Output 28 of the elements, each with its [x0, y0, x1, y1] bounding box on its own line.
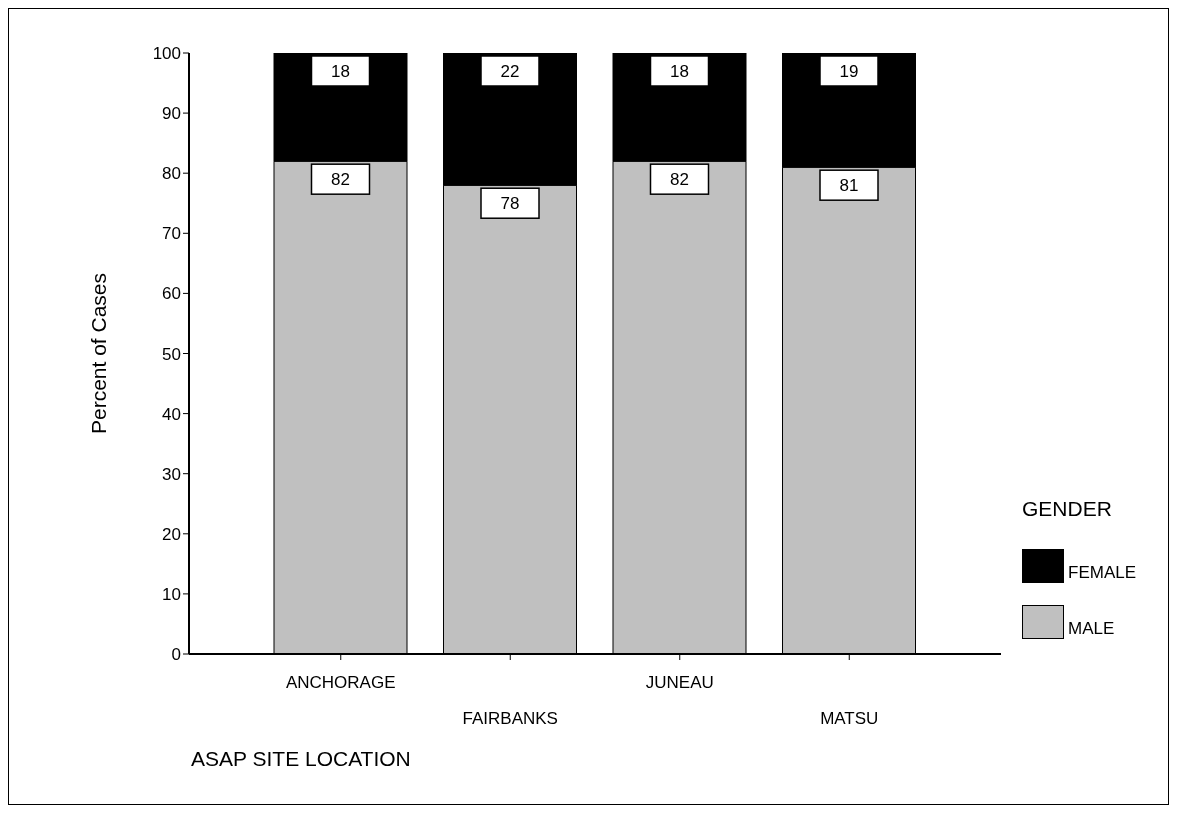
y-tick-label: 10	[162, 584, 181, 604]
data-label: 82	[670, 170, 689, 190]
data-label: 18	[670, 62, 689, 81]
x-tick-label: MATSU	[820, 709, 879, 728]
y-tick-label: 60	[162, 284, 181, 304]
x-tick-label: ANCHORAGE	[285, 673, 396, 692]
legend-label: FEMALE	[1068, 563, 1137, 583]
y-axis-title: Percent of Cases	[87, 272, 111, 435]
y-tick-label: 80	[162, 164, 181, 184]
x-tick-label: FAIRBANKS	[462, 709, 558, 728]
y-tick-label: 0	[171, 645, 181, 665]
x-axis-title: ASAP SITE LOCATION	[191, 747, 411, 771]
x-tick-label: JUNEAU	[645, 673, 714, 692]
y-tick-label: 30	[162, 464, 181, 484]
y-tick-label: 100	[152, 44, 181, 64]
y-tick-label: 40	[162, 404, 181, 424]
legend-label: MALE	[1068, 619, 1115, 639]
data-label: 22	[500, 62, 520, 81]
y-tick-label: 20	[162, 524, 181, 544]
data-label: 78	[500, 194, 520, 214]
data-label: 19	[839, 62, 859, 81]
data-label: 82	[331, 170, 350, 190]
y-tick-label: 50	[162, 344, 181, 364]
data-label: 18	[331, 62, 350, 81]
y-tick-label: 70	[162, 224, 181, 244]
y-tick-label: 90	[162, 104, 181, 124]
data-label: 81	[839, 176, 859, 196]
legend-title: GENDER	[1022, 497, 1113, 521]
